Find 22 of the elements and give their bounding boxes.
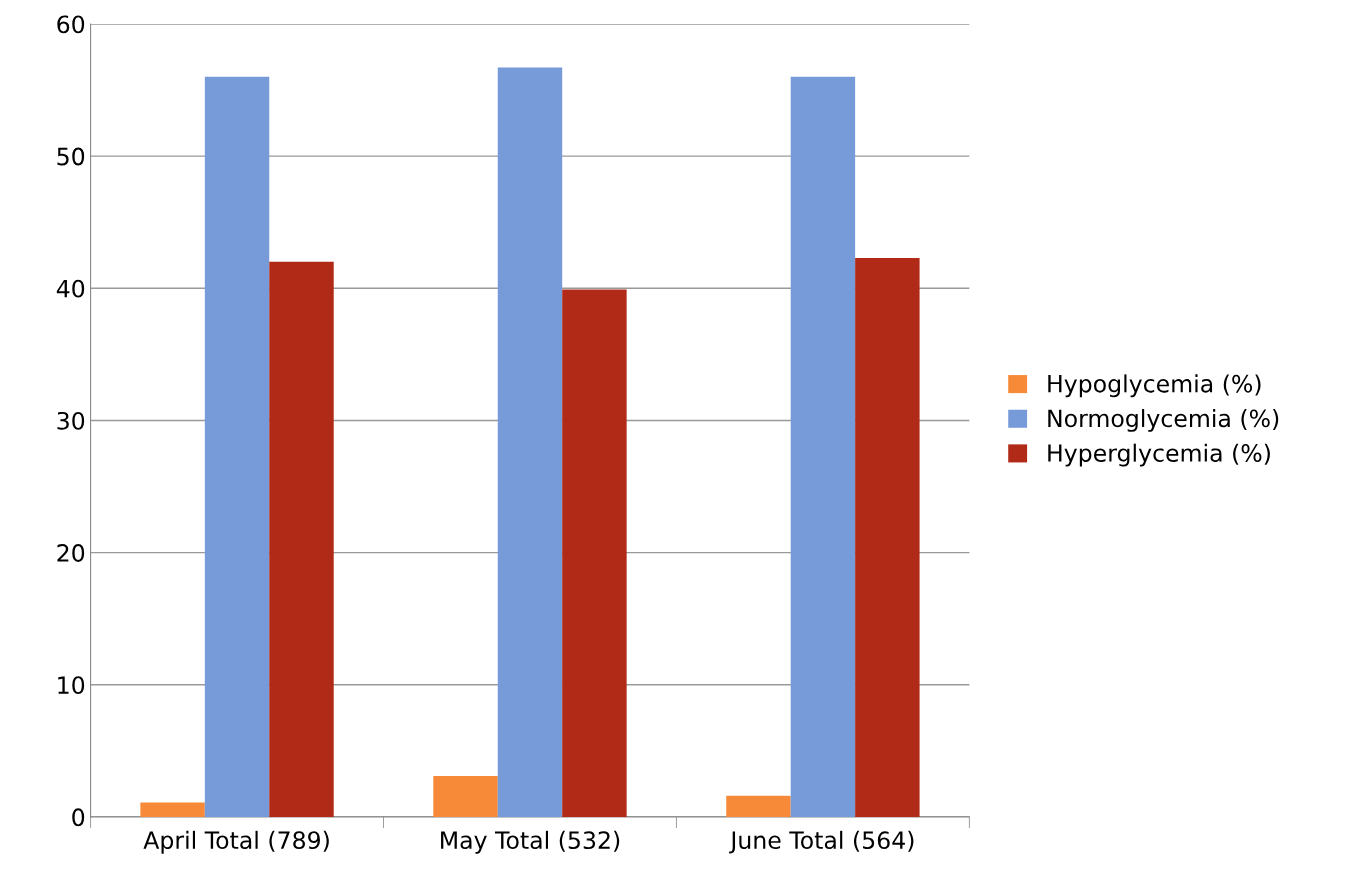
bar <box>140 802 205 817</box>
y-tick-label: 0 <box>72 808 85 827</box>
x-tick-label: May Total (532) <box>441 830 620 854</box>
y-tick-label: 60 <box>57 15 85 34</box>
y-tick-label: 30 <box>57 411 85 430</box>
y-tick-label: 50 <box>57 147 85 166</box>
legend-label: Normoglycemia (%) <box>1048 409 1279 432</box>
bar <box>726 795 791 817</box>
y-tick-label: 40 <box>56 279 85 298</box>
bar <box>562 289 627 817</box>
x-tick-label: June Total (564) <box>729 830 914 854</box>
legend-label: Hyperglycemia (%) <box>1048 443 1270 467</box>
bar <box>790 76 856 817</box>
y-tick-label: 20 <box>57 544 85 562</box>
bar <box>269 261 334 817</box>
legend-label: Hypoglycemia (%) <box>1048 374 1261 398</box>
bar <box>204 76 270 817</box>
bar <box>433 775 498 817</box>
bar <box>497 67 563 817</box>
y-tick-label: 10 <box>58 676 85 695</box>
bar <box>855 257 920 817</box>
x-tick-label: April Total (789) <box>143 830 329 854</box>
